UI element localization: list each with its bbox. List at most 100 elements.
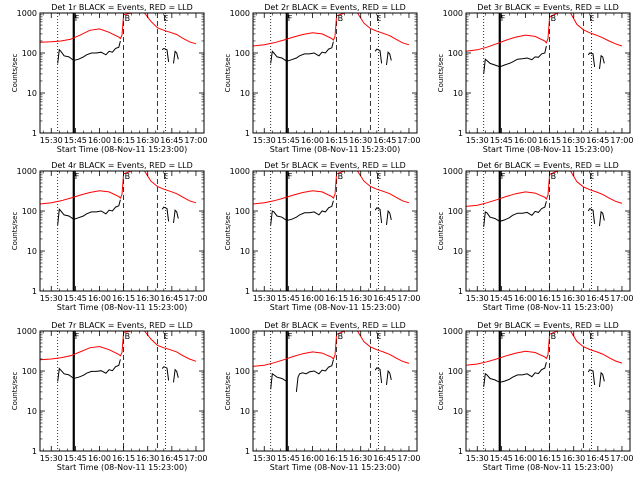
y-tick-label: 100 <box>448 367 463 376</box>
events-series-line <box>374 48 383 64</box>
events-series-line <box>173 209 179 224</box>
x-tick-label: 16:45 <box>160 294 183 303</box>
x-tick-label: 16:00 <box>301 294 324 303</box>
x-tick-label: 16:45 <box>586 454 609 463</box>
events-series-line <box>587 207 596 224</box>
panel-det-9: Det 9r BLACK = Events, RED = LLD F B E 1 10 10… <box>437 321 633 472</box>
y-tick-label: 1000 <box>17 9 37 18</box>
x-tick-label: 17:00 <box>610 136 633 145</box>
x-tick-label: 15:30 <box>40 454 63 463</box>
marker-b: B <box>551 332 557 341</box>
events-series-line <box>483 362 547 387</box>
chart-title: Det 4r BLACK = Events, RED = LLD <box>51 161 193 170</box>
y-tick-label: 100 <box>448 49 463 58</box>
chart-title: Det 2r BLACK = Events, RED = LLD <box>264 3 406 12</box>
events-series-line <box>57 359 121 382</box>
x-axis-label: Start Time (08-Nov-11 15:23:00) <box>270 303 400 312</box>
y-tick-label: 100 <box>22 49 37 58</box>
marker-b: B <box>125 14 131 23</box>
x-tick-label: 16:00 <box>514 136 537 145</box>
y-tick-label: 1000 <box>17 167 37 176</box>
events-series-line <box>599 54 605 69</box>
y-tick-label: 1000 <box>230 327 250 336</box>
lld-series-line <box>357 330 410 364</box>
events-series-line <box>599 371 605 387</box>
x-tick-label: 15:45 <box>64 136 87 145</box>
x-tick-label: 15:45 <box>490 454 513 463</box>
y-tick-label: 10 <box>27 407 37 416</box>
lld-series-line <box>570 330 623 364</box>
y-tick-label: 10 <box>27 247 37 256</box>
y-tick-label: 100 <box>235 49 250 58</box>
x-tick-label: 15:45 <box>277 136 300 145</box>
x-tick-label: 16:00 <box>88 294 111 303</box>
events-series-line <box>270 200 334 225</box>
events-series-line <box>173 368 179 383</box>
y-tick-label: 10 <box>240 247 250 256</box>
x-tick-label: 15:45 <box>490 294 513 303</box>
x-tick-label: 16:00 <box>301 454 324 463</box>
chart-title: Det 5r BLACK = Events, RED = LLD <box>264 161 406 170</box>
plot-frame <box>252 330 418 452</box>
x-tick-label: 16:30 <box>349 136 372 145</box>
marker-f: F <box>288 332 293 341</box>
marker-f: F <box>75 14 80 23</box>
x-tick-label: 17:00 <box>397 136 420 145</box>
x-tick-label: 16:00 <box>514 294 537 303</box>
lld-series-line <box>39 170 132 205</box>
y-tick-label: 1000 <box>230 9 250 18</box>
marker-f: F <box>501 172 506 181</box>
x-tick-label: 16:15 <box>112 454 135 463</box>
x-tick-label: 15:45 <box>277 294 300 303</box>
y-axis-label: Counts/sec <box>437 54 445 93</box>
x-tick-label: 17:00 <box>610 454 633 463</box>
lld-series-line <box>39 330 132 361</box>
x-tick-label: 16:30 <box>136 294 159 303</box>
marker-e: E <box>376 14 381 23</box>
plot-frame <box>252 170 418 292</box>
y-axis-label: Counts/sec <box>11 372 19 411</box>
events-series-line <box>386 209 392 225</box>
events-series-line <box>599 210 605 227</box>
y-tick-label: 1 <box>32 447 37 456</box>
events-series-line <box>483 45 547 74</box>
y-tick-label: 100 <box>22 367 37 376</box>
x-tick-label: 16:15 <box>325 294 348 303</box>
marker-e: E <box>163 172 168 181</box>
x-axis-label: Start Time (08-Nov-11 15:23:00) <box>483 303 613 312</box>
x-tick-label: 15:45 <box>277 454 300 463</box>
plot-frame <box>39 330 205 452</box>
x-tick-label: 16:45 <box>373 136 396 145</box>
marker-e: E <box>589 14 594 23</box>
y-tick-label: 10 <box>453 407 463 416</box>
y-tick-label: 1 <box>32 129 37 138</box>
x-tick-label: 15:45 <box>64 294 87 303</box>
lld-series-line <box>465 330 558 366</box>
x-tick-label: 15:45 <box>64 454 87 463</box>
marker-b: B <box>551 172 557 181</box>
y-tick-label: 1000 <box>230 167 250 176</box>
y-tick-label: 1000 <box>443 167 463 176</box>
x-axis-label: Start Time (08-Nov-11 15:23:00) <box>57 463 187 472</box>
lld-series-line <box>570 12 623 47</box>
x-tick-label: 15:45 <box>490 136 513 145</box>
chart-title: Det 9r BLACK = Events, RED = LLD <box>477 321 619 330</box>
chart-title: Det 3r BLACK = Events, RED = LLD <box>477 3 619 12</box>
lld-series-line <box>357 170 410 204</box>
lld-series-line <box>465 170 558 207</box>
events-series-line <box>161 206 170 222</box>
lld-series-line <box>570 170 623 204</box>
y-axis-label: Counts/sec <box>224 372 232 411</box>
chart-title: Det 8r BLACK = Events, RED = LLD <box>264 321 406 330</box>
events-series-line <box>57 199 121 225</box>
x-tick-label: 16:15 <box>325 454 348 463</box>
lld-series-line <box>465 12 558 52</box>
marker-b: B <box>338 332 344 341</box>
x-tick-label: 15:30 <box>466 136 489 145</box>
lld-series-line <box>357 12 410 46</box>
lld-series-line <box>144 170 197 204</box>
y-tick-label: 1 <box>458 447 463 456</box>
x-tick-label: 16:15 <box>538 294 561 303</box>
panel-det-5: Det 5r BLACK = Events, RED = LLD F B E 1 10 10… <box>224 161 420 312</box>
events-series-line <box>270 372 288 390</box>
